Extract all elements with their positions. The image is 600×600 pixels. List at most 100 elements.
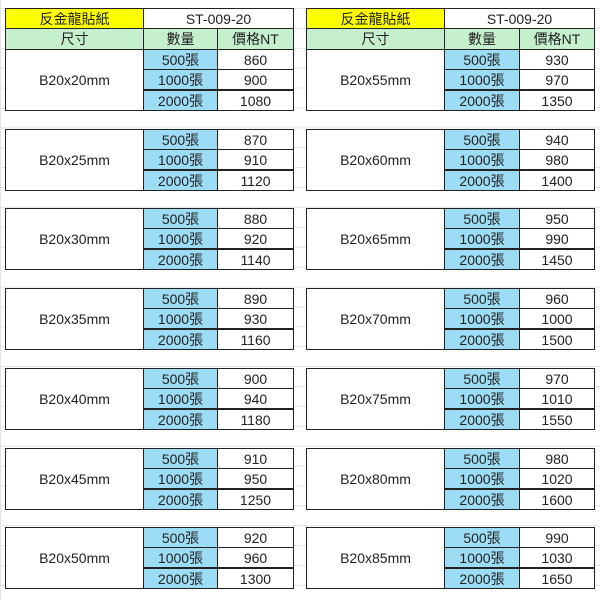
quantity-cell[interactable]: 2000張 [143, 329, 218, 350]
quantity-cell[interactable]: 1000張 [143, 388, 218, 409]
size-header[interactable]: 尺寸 [5, 28, 144, 50]
quantity-cell[interactable]: 1000張 [444, 228, 520, 249]
price-cell[interactable]: 1160 [217, 329, 294, 350]
price-cell[interactable]: 930 [217, 308, 294, 329]
price-cell[interactable]: 970 [519, 69, 595, 90]
quantity-cell[interactable]: 1000張 [444, 69, 520, 90]
price-cell[interactable]: 860 [217, 49, 294, 70]
size-cell[interactable]: B20x30mm [5, 208, 144, 270]
price-cell[interactable]: 1550 [519, 409, 595, 430]
price-header[interactable]: 價格NT [519, 28, 595, 50]
quantity-cell[interactable]: 1000張 [143, 69, 218, 90]
price-cell[interactable]: 1300 [217, 568, 294, 589]
quantity-cell[interactable]: 2000張 [444, 249, 520, 270]
quantity-cell[interactable]: 2000張 [444, 90, 520, 111]
quantity-cell[interactable]: 1000張 [143, 149, 218, 170]
quantity-cell[interactable]: 500張 [143, 129, 218, 150]
price-cell[interactable]: 960 [519, 288, 595, 309]
price-cell[interactable]: 920 [217, 228, 294, 249]
quantity-cell[interactable]: 2000張 [444, 409, 520, 430]
quantity-cell[interactable]: 500張 [444, 448, 520, 469]
price-cell[interactable]: 930 [519, 49, 595, 70]
price-cell[interactable]: 1400 [519, 170, 595, 191]
price-cell[interactable]: 1600 [519, 489, 595, 510]
product-code[interactable]: ST-009-20 [444, 8, 595, 29]
quantity-cell[interactable]: 500張 [444, 49, 520, 70]
quantity-cell[interactable]: 1000張 [143, 228, 218, 249]
size-cell[interactable]: B20x85mm [306, 527, 445, 589]
price-cell[interactable]: 1020 [519, 468, 595, 489]
size-cell[interactable]: B20x65mm [306, 208, 445, 270]
size-header[interactable]: 尺寸 [306, 28, 445, 50]
size-cell[interactable]: B20x55mm [306, 49, 445, 111]
quantity-cell[interactable]: 1000張 [143, 547, 218, 568]
quantity-cell[interactable]: 500張 [143, 368, 218, 389]
quantity-cell[interactable]: 2000張 [143, 409, 218, 430]
price-cell[interactable]: 880 [217, 208, 294, 229]
quantity-cell[interactable]: 500張 [143, 288, 218, 309]
quantity-cell[interactable]: 1000張 [444, 388, 520, 409]
table-title[interactable]: 反金龍貼紙 [5, 8, 144, 29]
quantity-header[interactable]: 數量 [444, 28, 520, 50]
price-cell[interactable]: 910 [217, 149, 294, 170]
quantity-cell[interactable]: 1000張 [444, 149, 520, 170]
size-cell[interactable]: B20x20mm [5, 49, 144, 111]
quantity-cell[interactable]: 2000張 [444, 170, 520, 191]
price-cell[interactable]: 890 [217, 288, 294, 309]
price-cell[interactable]: 1000 [519, 308, 595, 329]
price-cell[interactable]: 1180 [217, 409, 294, 430]
price-cell[interactable]: 950 [519, 208, 595, 229]
price-cell[interactable]: 1010 [519, 388, 595, 409]
quantity-cell[interactable]: 500張 [444, 129, 520, 150]
size-cell[interactable]: B20x50mm [5, 527, 144, 589]
price-cell[interactable]: 1350 [519, 90, 595, 111]
price-cell[interactable]: 1500 [519, 329, 595, 350]
quantity-cell[interactable]: 2000張 [444, 489, 520, 510]
table-title[interactable]: 反金龍貼紙 [306, 8, 445, 29]
price-cell[interactable]: 1030 [519, 547, 595, 568]
quantity-cell[interactable]: 2000張 [143, 170, 218, 191]
price-cell[interactable]: 1080 [217, 90, 294, 111]
price-cell[interactable]: 980 [519, 448, 595, 469]
quantity-cell[interactable]: 500張 [143, 527, 218, 548]
quantity-cell[interactable]: 500張 [444, 368, 520, 389]
quantity-cell[interactable]: 500張 [143, 448, 218, 469]
quantity-cell[interactable]: 500張 [143, 208, 218, 229]
quantity-cell[interactable]: 1000張 [143, 308, 218, 329]
size-cell[interactable]: B20x60mm [306, 129, 445, 191]
price-cell[interactable]: 970 [519, 368, 595, 389]
price-cell[interactable]: 910 [217, 448, 294, 469]
quantity-cell[interactable]: 1000張 [444, 308, 520, 329]
price-cell[interactable]: 1650 [519, 568, 595, 589]
quantity-cell[interactable]: 2000張 [444, 568, 520, 589]
size-cell[interactable]: B20x25mm [5, 129, 144, 191]
quantity-cell[interactable]: 500張 [143, 49, 218, 70]
price-cell[interactable]: 940 [217, 388, 294, 409]
price-cell[interactable]: 1120 [217, 170, 294, 191]
quantity-cell[interactable]: 2000張 [143, 90, 218, 111]
price-cell[interactable]: 990 [519, 527, 595, 548]
price-cell[interactable]: 1140 [217, 249, 294, 270]
quantity-cell[interactable]: 1000張 [444, 468, 520, 489]
size-cell[interactable]: B20x70mm [306, 288, 445, 350]
size-cell[interactable]: B20x80mm [306, 448, 445, 510]
price-header[interactable]: 價格NT [217, 28, 294, 50]
quantity-cell[interactable]: 500張 [444, 208, 520, 229]
price-cell[interactable]: 940 [519, 129, 595, 150]
quantity-cell[interactable]: 2000張 [143, 568, 218, 589]
quantity-cell[interactable]: 500張 [444, 288, 520, 309]
price-cell[interactable]: 960 [217, 547, 294, 568]
price-cell[interactable]: 900 [217, 368, 294, 389]
size-cell[interactable]: B20x45mm [5, 448, 144, 510]
price-cell[interactable]: 1250 [217, 489, 294, 510]
price-cell[interactable]: 950 [217, 468, 294, 489]
quantity-cell[interactable]: 1000張 [444, 547, 520, 568]
quantity-cell[interactable]: 2000張 [444, 329, 520, 350]
quantity-cell[interactable]: 2000張 [143, 249, 218, 270]
quantity-cell[interactable]: 500張 [444, 527, 520, 548]
price-cell[interactable]: 900 [217, 69, 294, 90]
price-cell[interactable]: 980 [519, 149, 595, 170]
quantity-cell[interactable]: 2000張 [143, 489, 218, 510]
quantity-cell[interactable]: 1000張 [143, 468, 218, 489]
size-cell[interactable]: B20x40mm [5, 368, 144, 430]
